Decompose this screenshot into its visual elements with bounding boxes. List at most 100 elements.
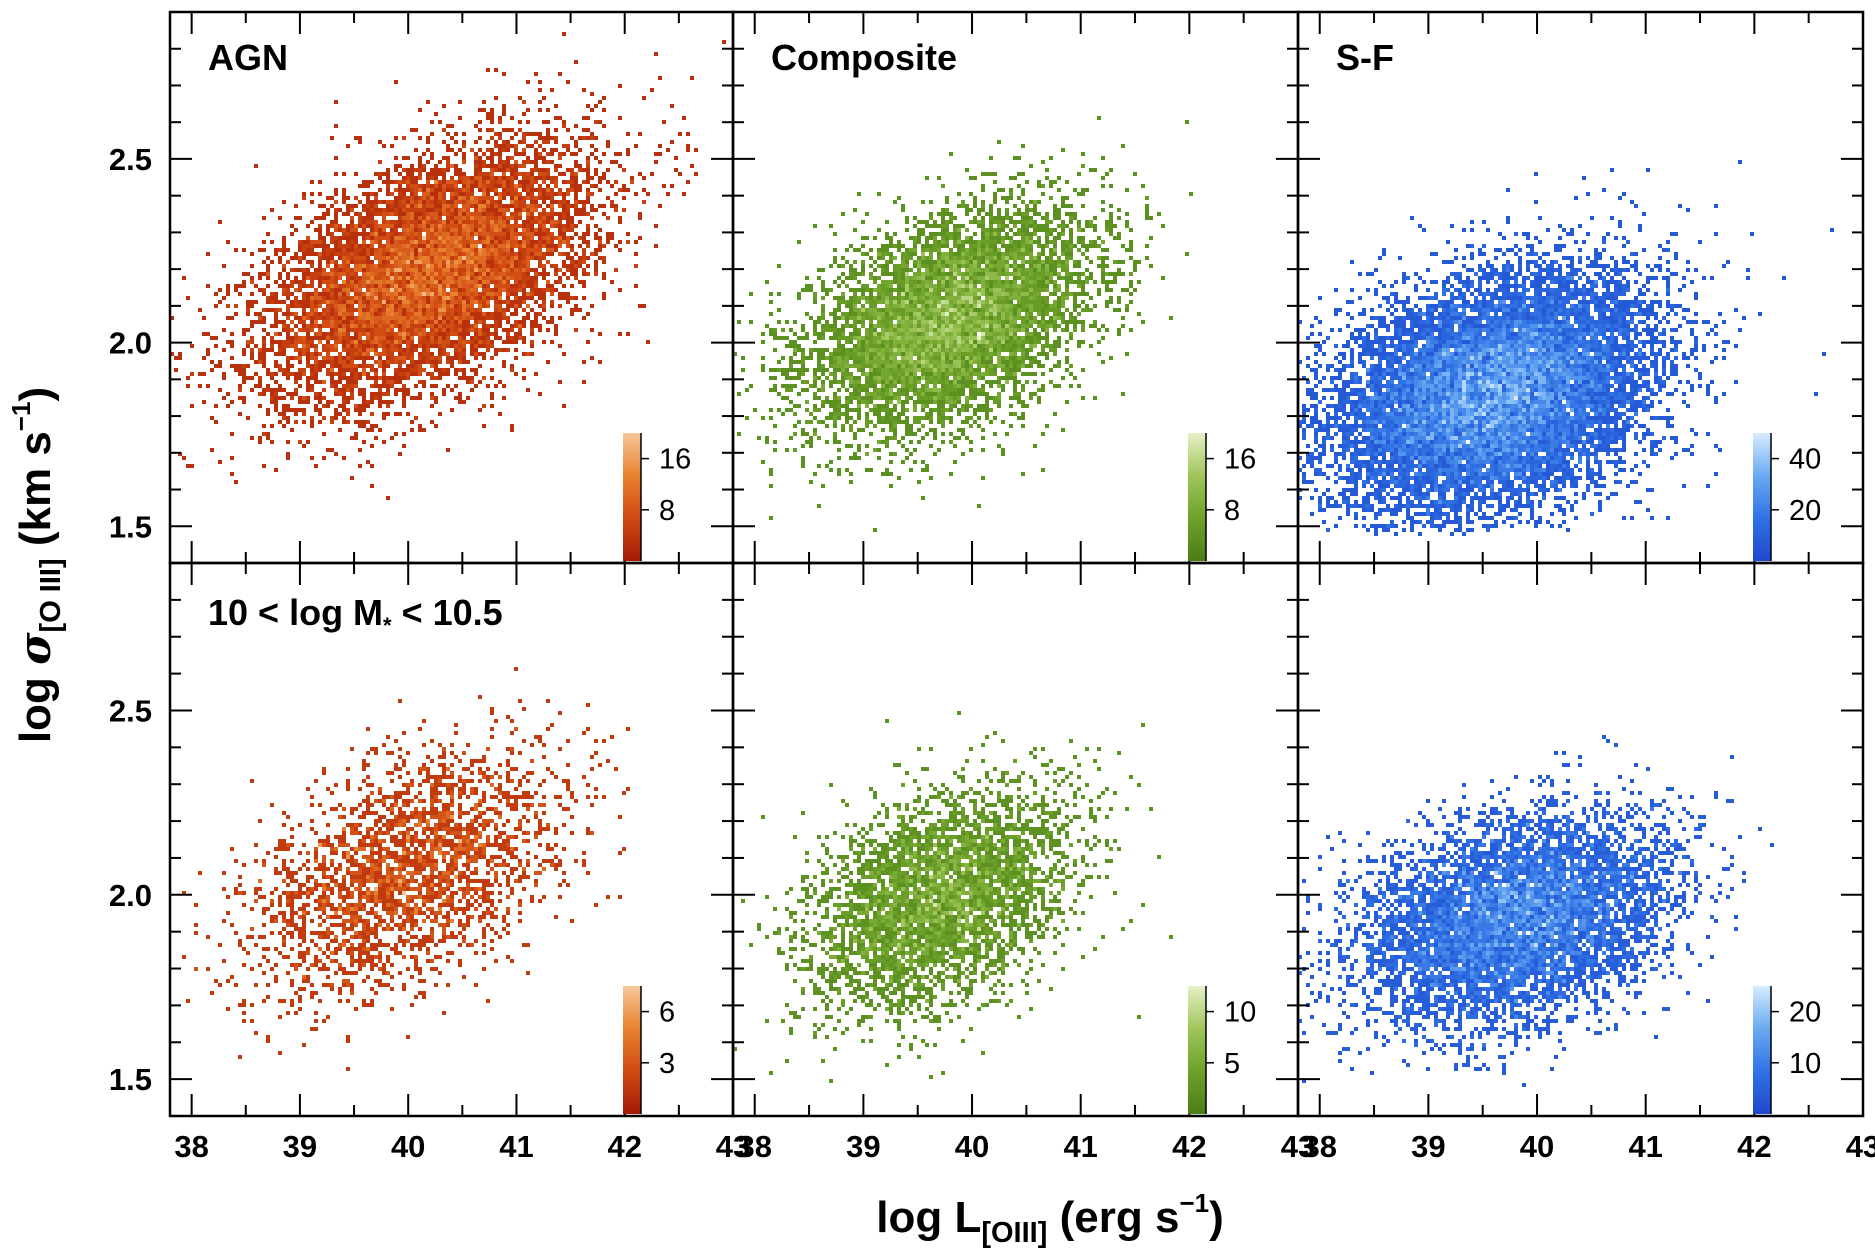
heatmap-cell (973, 276, 977, 280)
heatmap-cell (498, 260, 502, 264)
heatmap-cell (378, 260, 382, 264)
heatmap-cell (562, 192, 566, 196)
heatmap-cell (398, 196, 402, 200)
heatmap-cell (566, 212, 570, 216)
heatmap-cell (865, 236, 869, 240)
heatmap-cell (422, 332, 426, 336)
heatmap-cell (510, 304, 514, 308)
heatmap-cell (422, 280, 426, 284)
heatmap-cell (374, 276, 378, 280)
heatmap-cell (238, 292, 242, 296)
heatmap-cell (514, 336, 518, 340)
heatmap-cell (1029, 280, 1033, 284)
heatmap-cell (310, 324, 314, 328)
heatmap-cell (502, 316, 506, 320)
heatmap-cell (314, 404, 318, 408)
heatmap-cell (1089, 272, 1093, 276)
heatmap-cell (574, 272, 578, 276)
heatmap-cell (374, 372, 378, 376)
heatmap-cell (490, 404, 494, 408)
heatmap-cell (490, 256, 494, 260)
heatmap-cell (430, 336, 434, 340)
heatmap-cell (434, 176, 438, 180)
heatmap-cell (274, 408, 278, 412)
heatmap-cell (510, 168, 514, 172)
heatmap-cell (302, 328, 306, 332)
heatmap-cell (414, 316, 418, 320)
heatmap-cell (458, 240, 462, 244)
heatmap-cell (298, 372, 302, 376)
heatmap-cell (478, 292, 482, 296)
heatmap-cell (286, 360, 290, 364)
heatmap-cell (410, 204, 414, 208)
heatmap-cell (314, 344, 318, 348)
heatmap-cell (442, 220, 446, 224)
heatmap-cell (470, 284, 474, 288)
heatmap-cell (897, 284, 901, 288)
heatmap-cell (1041, 248, 1045, 252)
heatmap-cell (342, 300, 346, 304)
heatmap-cell (941, 272, 945, 276)
heatmap-cell (426, 340, 430, 344)
heatmap-cell (354, 204, 358, 208)
heatmap-cell (286, 312, 290, 316)
heatmap-cell (474, 204, 478, 208)
heatmap-cell (242, 328, 246, 332)
heatmap-cell (530, 352, 534, 356)
heatmap-cell (993, 220, 997, 224)
heatmap-cell (546, 108, 550, 112)
heatmap-cell (961, 272, 965, 276)
heatmap-cell (1069, 248, 1073, 252)
heatmap-cell (498, 336, 502, 340)
heatmap-cell (438, 292, 442, 296)
heatmap-cell (274, 320, 278, 324)
heatmap-cell (1113, 224, 1117, 228)
heatmap-cell (382, 248, 386, 252)
heatmap-cell (929, 244, 933, 248)
heatmap-cell (518, 240, 522, 244)
heatmap-cell (210, 360, 214, 364)
heatmap-cell (314, 304, 318, 308)
heatmap-cell (542, 288, 546, 292)
heatmap-cell (534, 204, 538, 208)
heatmap-cell (526, 208, 530, 212)
heatmap-cell (394, 224, 398, 228)
heatmap-cell (1013, 280, 1017, 284)
heatmap-cell (346, 400, 350, 404)
heatmap-cell (1129, 256, 1133, 260)
heatmap-cell (478, 248, 482, 252)
heatmap-cell (442, 176, 446, 180)
heatmap-cell (394, 360, 398, 364)
heatmap-cell (582, 272, 586, 276)
heatmap-cell (466, 316, 470, 320)
heatmap-cell (965, 248, 969, 252)
heatmap-cell (378, 248, 382, 252)
heatmap-cell (606, 240, 610, 244)
heatmap-cell (586, 272, 590, 276)
heatmap-cell (326, 244, 330, 248)
heatmap-cell (498, 208, 502, 212)
heatmap-cell (538, 304, 542, 308)
heatmap-cell (382, 392, 386, 396)
heatmap-cell (382, 292, 386, 296)
heatmap-cell (498, 204, 502, 208)
heatmap-cell (873, 276, 877, 280)
heatmap-cell (841, 256, 845, 260)
heatmap-cell (977, 260, 981, 264)
heatmap-cell (458, 200, 462, 204)
heatmap-cell (474, 240, 478, 244)
heatmap-cell (346, 312, 350, 316)
heatmap-cell (382, 300, 386, 304)
heatmap-cell (302, 316, 306, 320)
heatmap-cell (522, 220, 526, 224)
heatmap-cell (514, 176, 518, 180)
heatmap-cell (182, 456, 186, 460)
heatmap-cell (933, 224, 937, 228)
heatmap-cell (582, 256, 586, 260)
heatmap-cell (1009, 176, 1013, 180)
heatmap-cell (318, 192, 322, 196)
heatmap-cell (482, 240, 486, 244)
heatmap-cell (594, 172, 598, 176)
heatmap-cell (382, 348, 386, 352)
heatmap-cell (474, 156, 478, 160)
